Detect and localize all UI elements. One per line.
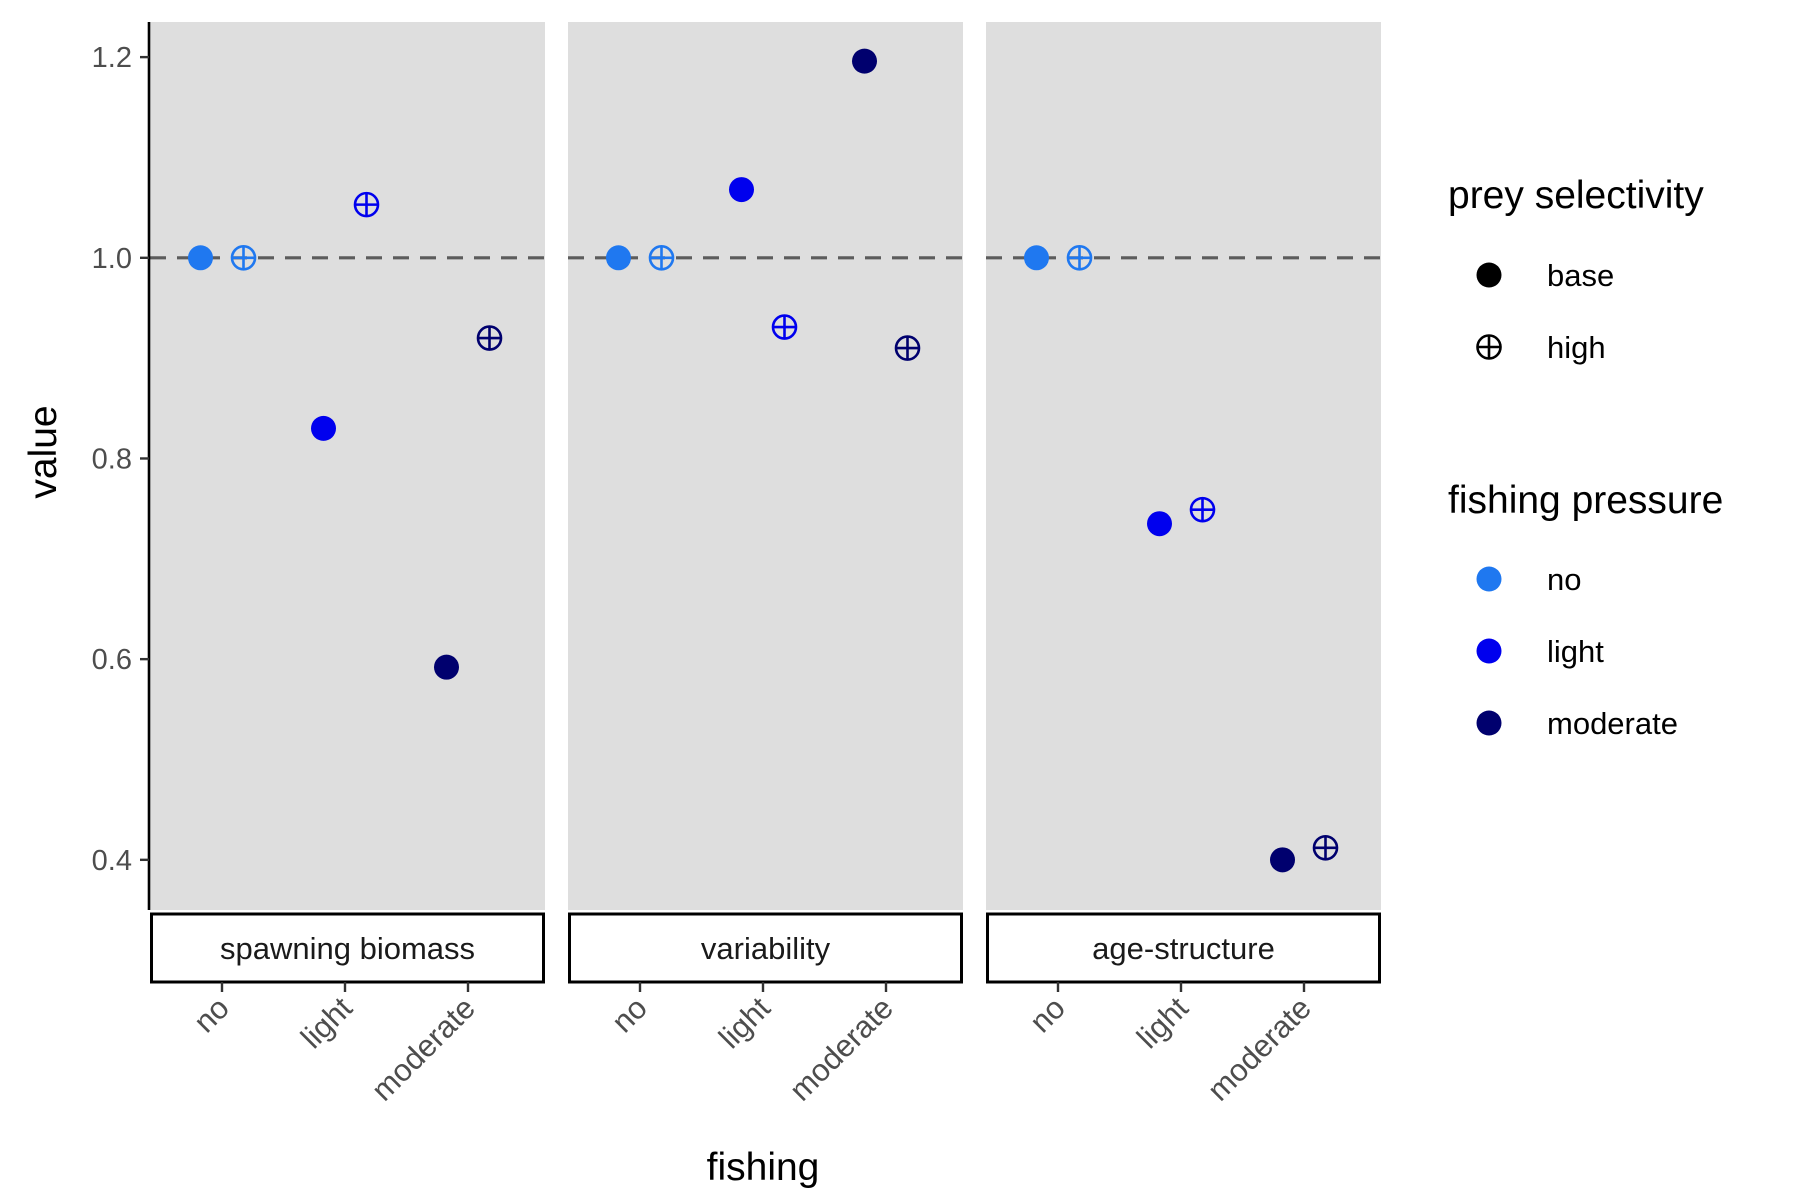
legend-key-light [1476, 638, 1502, 664]
point-age-structure-moderate-base [1270, 847, 1295, 873]
legend-label-no: no [1547, 562, 1581, 597]
point-spawning-biomass-no-base [188, 245, 213, 271]
x-axis-title: fishing [707, 1146, 820, 1189]
strip-box-variability [568, 912, 963, 984]
point-variability-no-high [648, 244, 675, 271]
points-layer [188, 48, 1339, 873]
legend-shape-items: base high [1476, 258, 1614, 365]
x-tick-label: no [187, 990, 236, 1039]
point-age-structure-moderate-high [1312, 834, 1339, 861]
strip-label-spawning-biomass: spawning biomass [220, 931, 475, 966]
legend: prey selectivity base high fishing pressu… [1448, 174, 1723, 741]
legend-label-base: base [1547, 258, 1614, 293]
x-tick-label: no [605, 990, 654, 1039]
x-tick-label: moderate [1201, 990, 1318, 1107]
point-variability-moderate-base [852, 48, 877, 74]
legend-label-high: high [1547, 330, 1606, 365]
panel-background-age-structure [986, 22, 1381, 910]
point-age-structure-light-high [1189, 496, 1216, 523]
panel-background-spawning-biomass [150, 22, 545, 910]
point-spawning-biomass-no-high [230, 244, 257, 271]
legend-label-light: light [1547, 634, 1604, 669]
point-spawning-biomass-moderate-base [434, 654, 459, 680]
point-variability-moderate-high [894, 335, 921, 361]
point-variability-light-high [771, 314, 798, 340]
y-tick-label: 1.0 [92, 243, 132, 275]
point-age-structure-light-base [1147, 511, 1172, 537]
point-spawning-biomass-light-high [353, 191, 380, 218]
point-spawning-biomass-light-base [311, 415, 336, 441]
x-tick-label: moderate [783, 990, 900, 1107]
point-spawning-biomass-moderate-high [476, 325, 503, 351]
strip-box-age-structure [986, 912, 1381, 984]
strip-label-variability: variability [701, 931, 831, 966]
legend-key-moderate [1476, 710, 1502, 736]
legend-key-high [1476, 334, 1502, 360]
x-tick-label: moderate [365, 990, 482, 1107]
legend-color-items: no light moderate [1476, 562, 1678, 741]
legend-title-fishing-pressure: fishing pressure [1448, 479, 1723, 522]
point-age-structure-no-high [1066, 244, 1093, 271]
y-tick-label: 0.8 [92, 443, 132, 475]
strip-label-age-structure: age-structure [1092, 931, 1275, 966]
x-tick-label: light [712, 990, 777, 1055]
point-variability-no-base [606, 245, 631, 271]
point-variability-light-base [729, 177, 754, 203]
legend-label-moderate: moderate [1547, 706, 1678, 741]
y-axis: 0.4 0.6 0.8 1.0 1.2 [92, 22, 151, 910]
panels-layer [150, 22, 1381, 910]
legend-key-no [1476, 566, 1502, 592]
y-tick-label: 1.2 [92, 42, 132, 74]
x-tick-label: no [1023, 990, 1072, 1039]
legend-key-base [1476, 262, 1502, 288]
facet-strips: spawning biomass variability age-structure [150, 912, 1381, 984]
y-axis-title: value [22, 405, 65, 498]
strip-box-spawning-biomass [150, 912, 545, 984]
panel-background-variability [568, 22, 963, 910]
y-tick-label: 0.6 [92, 644, 132, 676]
legend-title-prey-selectivity: prey selectivity [1448, 174, 1704, 217]
y-tick-label: 0.4 [92, 845, 132, 877]
x-axis: no light moderate no light moderate no light mod… [187, 982, 1318, 1108]
point-age-structure-no-base [1024, 245, 1049, 271]
x-tick-label: light [1130, 990, 1195, 1055]
x-tick-label: light [294, 990, 359, 1055]
